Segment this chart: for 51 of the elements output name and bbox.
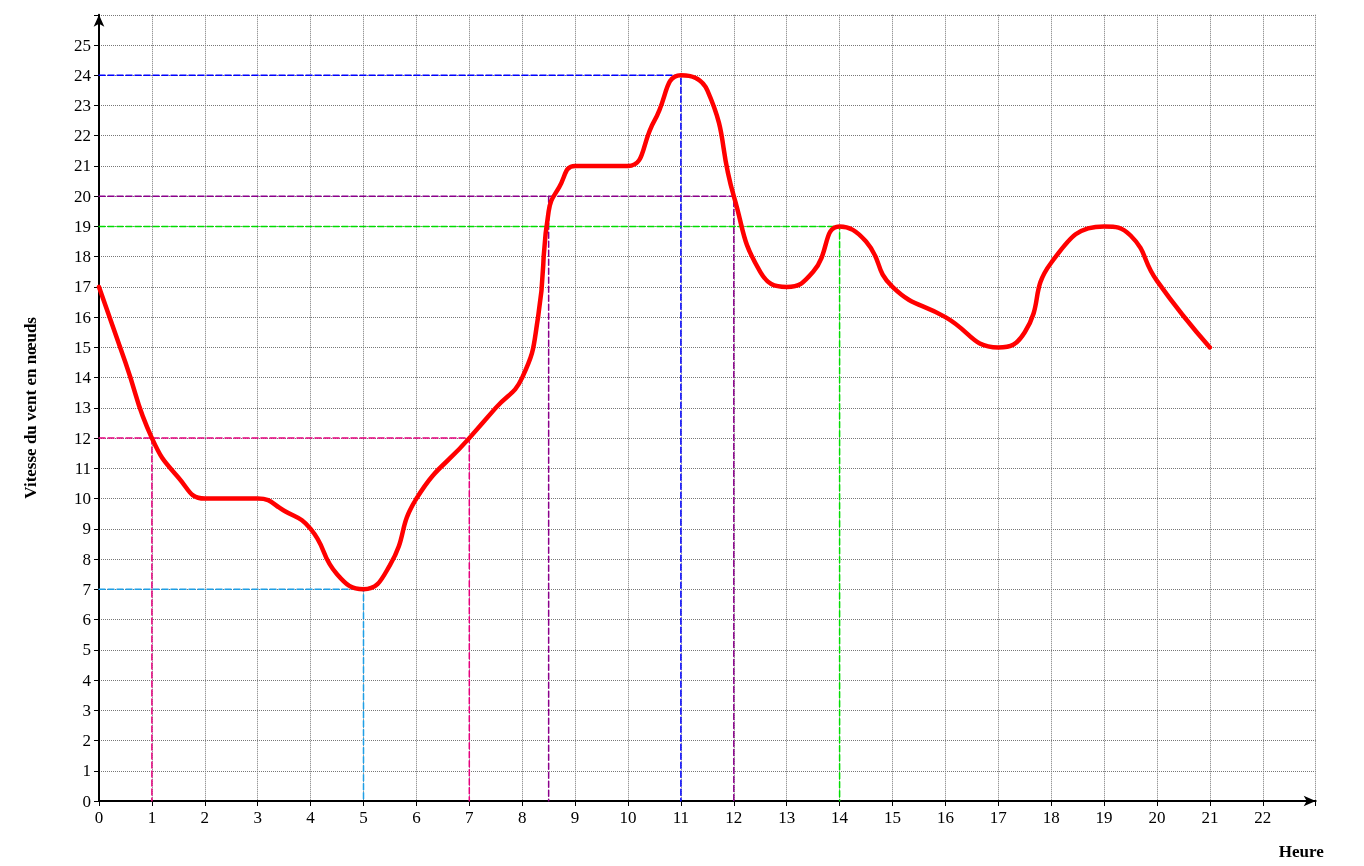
y-tick-label: 2 <box>82 731 91 751</box>
x-tick-label: 10 <box>619 808 637 827</box>
x-tick-label: 22 <box>1254 808 1272 827</box>
y-tick-label: 19 <box>74 216 91 236</box>
y-tick-label: 15 <box>74 337 91 357</box>
x-tick-label: 2 <box>200 808 210 827</box>
x-tick-label: 19 <box>1095 808 1113 827</box>
x-tick-label: 0 <box>94 808 104 827</box>
x-tick-label: 7 <box>465 808 475 827</box>
y-tick-label: 10 <box>74 489 91 509</box>
x-tick-label: 11 <box>672 808 690 827</box>
x-tick-label: 16 <box>936 808 954 827</box>
y-tick-label: 9 <box>82 519 91 539</box>
y-tick-label: 8 <box>82 549 91 569</box>
y-tick-label: 21 <box>74 156 91 176</box>
y-tick-label: 18 <box>74 247 91 267</box>
y-tick-label: 1 <box>82 761 91 781</box>
x-tick-label: 12 <box>725 808 743 827</box>
x-axis-title: Heure <box>1278 842 1325 861</box>
x-tick-label: 14 <box>831 808 849 827</box>
x-tick-label: 1 <box>147 808 157 827</box>
y-tick-label: 25 <box>74 35 91 55</box>
y-tick-label: 22 <box>74 126 91 146</box>
x-tick-label: 5 <box>359 808 368 827</box>
y-tick-label: 7 <box>82 579 92 599</box>
y-tick-label: 23 <box>74 95 91 115</box>
y-tick-label: 13 <box>74 398 91 418</box>
x-tick-label: 3 <box>253 808 262 827</box>
y-axis-title: Vitesse du vent en nœuds <box>21 316 40 499</box>
y-tick-label: 6 <box>82 610 91 630</box>
x-tick-label: 15 <box>884 808 901 827</box>
y-tick-label: 20 <box>74 186 91 206</box>
y-tick-label: 24 <box>74 65 92 85</box>
y-tick-label: 5 <box>82 640 91 660</box>
y-tick-label: 14 <box>74 368 92 388</box>
x-tick-label: 6 <box>412 808 421 827</box>
y-tick-label: 12 <box>74 428 91 448</box>
y-tick-label: 0 <box>82 791 91 811</box>
x-tick-label: 13 <box>778 808 796 827</box>
y-tick-label: 3 <box>82 700 91 720</box>
x-tick-label: 4 <box>306 808 316 827</box>
x-tick-label: 18 <box>1042 808 1060 827</box>
y-tick-label: 11 <box>74 458 91 478</box>
x-tick-label: 21 <box>1201 808 1219 827</box>
x-tick-label: 9 <box>570 808 580 827</box>
y-tick-label: 16 <box>74 307 91 327</box>
y-tick-label: 17 <box>74 277 92 297</box>
y-tick-label: 4 <box>82 670 92 690</box>
x-tick-label: 17 <box>989 808 1008 827</box>
x-tick-label: 20 <box>1148 808 1166 827</box>
x-tick-label: 8 <box>517 808 527 827</box>
